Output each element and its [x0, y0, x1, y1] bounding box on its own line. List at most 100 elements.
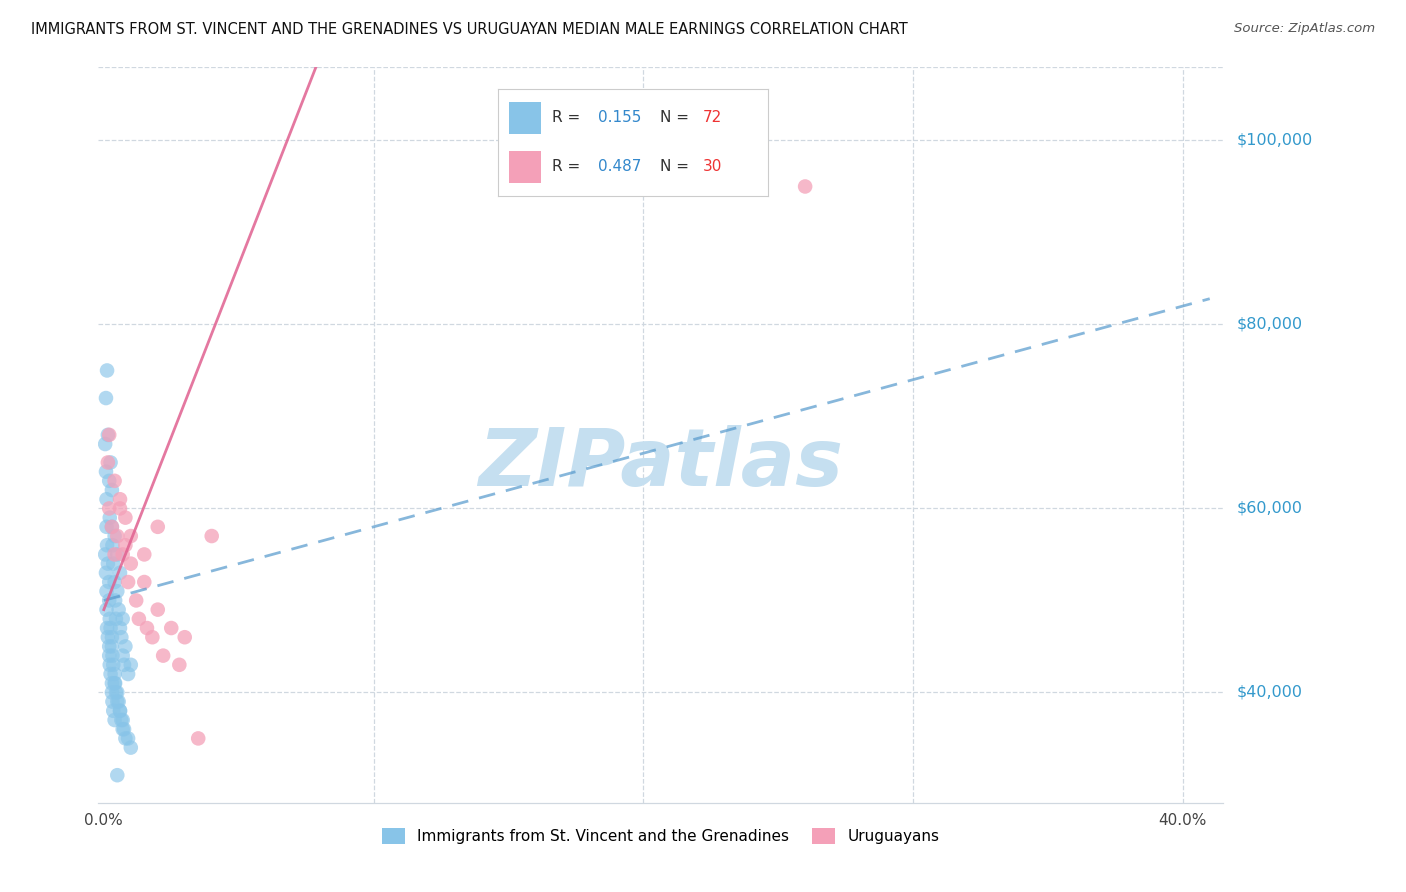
Point — [134, 548, 156, 562]
Point — [101, 648, 124, 663]
Point — [97, 630, 120, 644]
Point — [125, 593, 148, 607]
Point — [120, 657, 142, 672]
Point — [94, 566, 117, 580]
Point — [169, 657, 191, 672]
Point — [98, 574, 121, 589]
Point — [201, 529, 224, 543]
Point — [108, 566, 131, 580]
Point — [173, 630, 195, 644]
Point — [101, 483, 124, 497]
Point — [105, 768, 128, 782]
Point — [104, 667, 127, 681]
Point — [96, 602, 118, 616]
Point — [112, 657, 135, 672]
Point — [101, 640, 124, 654]
Text: $80,000: $80,000 — [1237, 317, 1303, 332]
Point — [136, 621, 159, 635]
Point — [111, 723, 134, 737]
Point — [152, 648, 174, 663]
Point — [94, 437, 117, 451]
Legend: Immigrants from St. Vincent and the Grenadines, Uruguayans: Immigrants from St. Vincent and the Gren… — [377, 822, 945, 850]
Point — [97, 427, 120, 442]
Point — [120, 529, 142, 543]
Point — [96, 520, 118, 534]
Point — [134, 574, 156, 589]
Point — [108, 704, 131, 718]
Point — [114, 538, 136, 552]
Point — [103, 704, 125, 718]
Point — [111, 713, 134, 727]
Point — [104, 529, 127, 543]
Point — [114, 731, 136, 746]
Point — [94, 391, 117, 405]
Point — [120, 557, 142, 571]
Point — [107, 602, 129, 616]
Point — [107, 695, 129, 709]
Point — [160, 621, 183, 635]
Point — [101, 685, 124, 699]
Point — [146, 602, 169, 616]
Text: IMMIGRANTS FROM ST. VINCENT AND THE GRENADINES VS URUGUAYAN MEDIAN MALE EARNINGS: IMMIGRANTS FROM ST. VINCENT AND THE GREN… — [31, 22, 908, 37]
Point — [98, 648, 121, 663]
Point — [114, 510, 136, 524]
Point — [94, 548, 117, 562]
Point — [187, 731, 209, 746]
Point — [98, 593, 121, 607]
Point — [141, 630, 163, 644]
Point — [101, 695, 124, 709]
Point — [105, 548, 128, 562]
Point — [97, 557, 120, 571]
Text: Source: ZipAtlas.com: Source: ZipAtlas.com — [1234, 22, 1375, 36]
Point — [97, 455, 120, 469]
Point — [96, 584, 118, 599]
Point — [105, 685, 128, 699]
Point — [104, 574, 127, 589]
Point — [98, 657, 121, 672]
Point — [120, 740, 142, 755]
Point — [794, 179, 817, 194]
Point — [98, 510, 121, 524]
Point — [100, 621, 122, 635]
Point — [111, 648, 134, 663]
Point — [101, 520, 124, 534]
Point — [104, 474, 127, 488]
Point — [104, 676, 127, 690]
Point — [117, 667, 139, 681]
Point — [101, 538, 124, 552]
Point — [103, 557, 125, 571]
Text: $40,000: $40,000 — [1237, 685, 1303, 700]
Point — [128, 612, 150, 626]
Point — [105, 584, 128, 599]
Point — [112, 723, 135, 737]
Point — [101, 520, 124, 534]
Point — [108, 492, 131, 507]
Point — [103, 657, 125, 672]
Point — [101, 630, 124, 644]
Point — [104, 685, 127, 699]
Point — [117, 731, 139, 746]
Point — [108, 501, 131, 516]
Point — [96, 492, 118, 507]
Point — [98, 427, 121, 442]
Point — [110, 630, 132, 644]
Point — [101, 676, 124, 690]
Point — [108, 704, 131, 718]
Point — [98, 501, 121, 516]
Point — [104, 593, 127, 607]
Point — [117, 574, 139, 589]
Text: $100,000: $100,000 — [1237, 133, 1313, 148]
Point — [100, 455, 122, 469]
Point — [108, 621, 131, 635]
Point — [98, 612, 121, 626]
Point — [146, 520, 169, 534]
Point — [100, 667, 122, 681]
Point — [98, 640, 121, 654]
Point — [98, 474, 121, 488]
Point — [110, 713, 132, 727]
Point — [104, 676, 127, 690]
Text: $60,000: $60,000 — [1237, 501, 1303, 516]
Point — [104, 612, 127, 626]
Point — [105, 529, 128, 543]
Point — [104, 713, 127, 727]
